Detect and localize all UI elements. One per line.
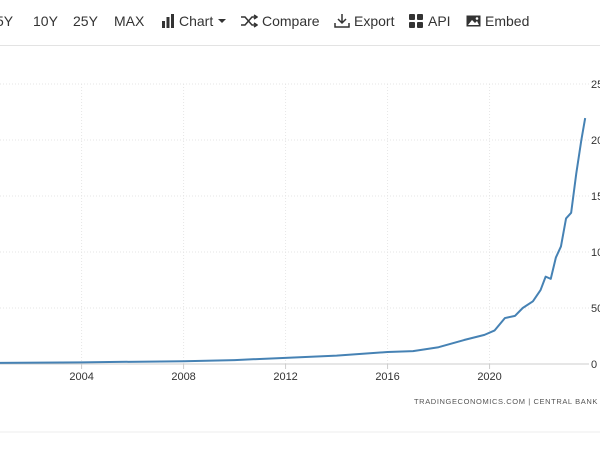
y-tick-label: 2500 [591, 79, 600, 91]
label: MAX [114, 13, 145, 29]
chart-icon [162, 14, 174, 28]
x-tick-label: 2004 [69, 371, 93, 383]
y-tick-label: 1500 [591, 191, 600, 203]
x-tick-label: 2020 [477, 371, 501, 383]
range-button[interactable]: 5Y [0, 13, 13, 29]
chart: 0 500 1000 1500 2000 2500 2004 2008 2012 2016 2020… [0, 79, 600, 433]
x-tick-label: 2008 [171, 371, 195, 383]
label: 10Y [33, 13, 58, 29]
export-button[interactable]: Export [334, 13, 394, 29]
chart-button[interactable]: Chart [161, 13, 227, 29]
range-button[interactable]: MAX [114, 13, 144, 29]
y-tick-label: 500 [591, 303, 600, 315]
embed-icon [466, 15, 481, 27]
y-tick-label: 1000 [591, 247, 600, 259]
toolbar: 5Y 10Y 25Y MAX Chart Compare Export API … [0, 0, 600, 46]
label: Chart [179, 13, 214, 29]
y-tick-label: 2000 [591, 135, 600, 147]
label: 25Y [73, 13, 98, 29]
label: API [428, 13, 451, 29]
label: Compare [262, 13, 320, 29]
embed-button[interactable]: Embed [466, 13, 529, 29]
range-button[interactable]: 10Y [33, 13, 58, 29]
api-icon [409, 14, 423, 28]
x-tick-label: 2012 [273, 371, 297, 383]
compare-icon [241, 14, 258, 28]
label: Export [354, 13, 395, 29]
source: TRADINGECONOMICS.COM | CENTRAL BANK OF A… [414, 397, 600, 406]
export-icon [334, 14, 350, 28]
label: 5Y [0, 13, 14, 29]
compare-button[interactable]: Compare [240, 13, 320, 29]
caret [218, 19, 227, 23]
api-button[interactable]: API [409, 13, 451, 29]
x-tick-label: 2016 [375, 371, 399, 383]
y-tick-label: 0 [591, 359, 597, 371]
series-line [0, 117, 587, 364]
range-button[interactable]: 25Y [73, 13, 98, 29]
label: Embed [485, 13, 530, 29]
